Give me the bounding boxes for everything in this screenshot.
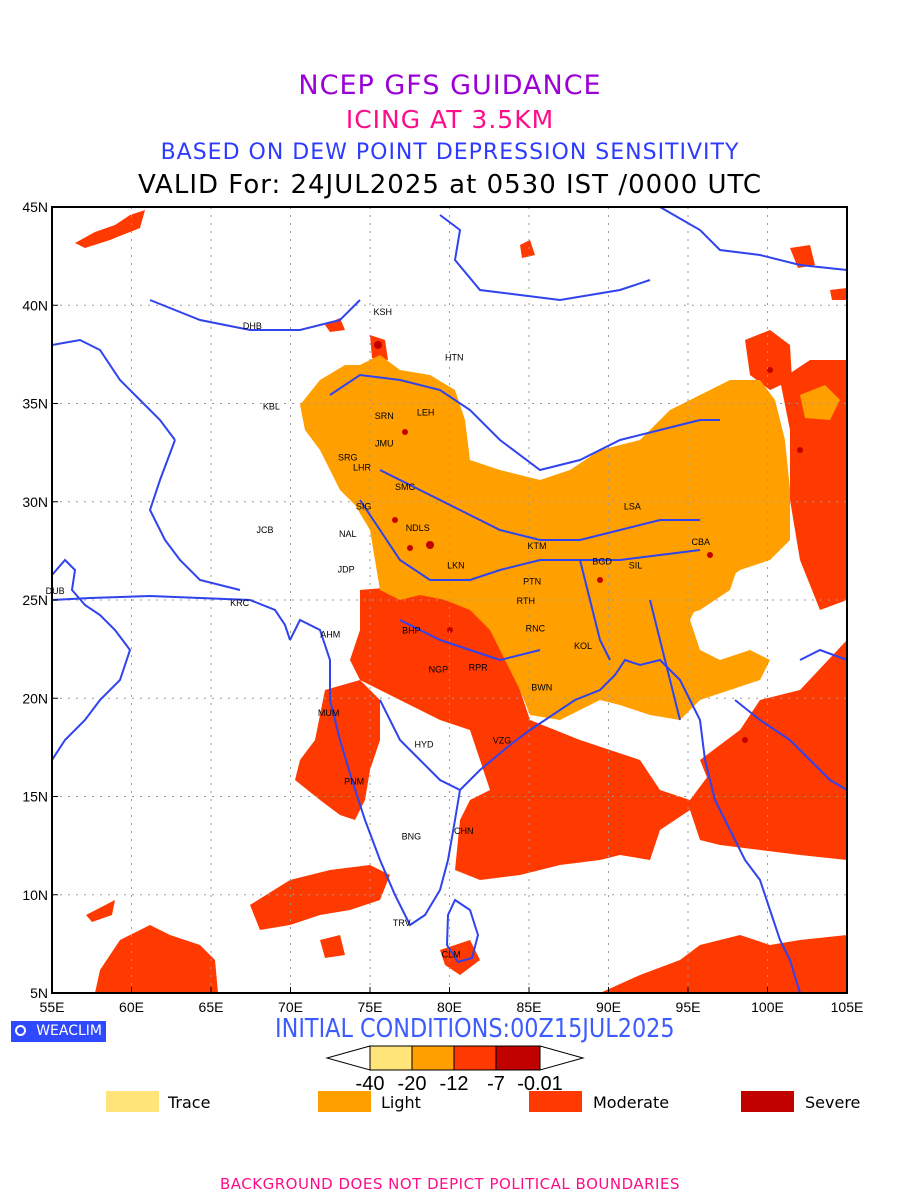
station-label-sig: SIG — [356, 502, 372, 512]
legend-colorbar — [325, 1045, 585, 1071]
legend-swatch-light — [318, 1091, 371, 1112]
colorbar-scale-label: -20 — [398, 1073, 427, 1095]
legend-label-trace: Trace — [168, 1093, 211, 1112]
station-label-bgd: BGD — [592, 557, 612, 567]
station-label-srn: SRN — [375, 411, 394, 421]
colorbar-scale-label: -40 — [356, 1073, 385, 1095]
moderate-icing-areas — [75, 210, 847, 993]
station-label-bng: BNG — [402, 832, 422, 842]
colorbar-scale-label: -0.01 — [517, 1073, 563, 1095]
lat-tick-label: 45N — [22, 199, 48, 215]
station-label-kbl: KBL — [263, 401, 280, 411]
station-label-lkn: LKN — [447, 561, 465, 571]
station-label-leh: LEH — [417, 407, 435, 417]
station-label-dhb: DHB — [243, 321, 262, 331]
lon-tick-label: 95E — [676, 999, 701, 1015]
colorbar-scale-label: -7 — [487, 1073, 505, 1095]
station-label-nal: NAL — [339, 529, 357, 539]
station-label-htn: HTN — [445, 352, 464, 362]
lon-tick-label: 70E — [278, 999, 303, 1015]
station-label-trv: TRV — [393, 918, 411, 928]
colorbar-scale-labels: -40 -20 -12 -7 -0.01 — [356, 1073, 563, 1095]
station-label-jcb: JCB — [257, 525, 274, 535]
title-parameter: ICING AT 3.5KM — [345, 105, 555, 134]
colorbar-scale-label: -12 — [440, 1073, 469, 1095]
legend-swatch-severe — [741, 1091, 794, 1112]
lon-tick-label: 55E — [40, 999, 65, 1015]
station-label-sil: SIL — [629, 561, 643, 571]
colorbar-moderate — [453, 1045, 497, 1071]
icing-field — [75, 210, 847, 993]
station-label-vzg: VZG — [493, 735, 512, 745]
lon-tick-label: 85E — [517, 999, 542, 1015]
station-label-kol: KOL — [574, 641, 592, 651]
station-label-ptn: PTN — [523, 576, 541, 586]
title-method: BASED ON DEW POINT DEPRESSION SENSITIVIT… — [160, 140, 740, 165]
station-label-smc: SMC — [395, 482, 416, 492]
colorbar-severe — [495, 1045, 541, 1071]
station-label-rpr: RPR — [469, 663, 489, 673]
lat-tick-label: 35N — [22, 396, 48, 412]
logo-circle-icon — [15, 1025, 26, 1036]
footer-disclaimer: BACKGROUND DOES NOT DEPICT POLITICAL BOU… — [220, 1175, 680, 1193]
station-label-jmu: JMU — [375, 439, 394, 449]
lat-tick-label: 25N — [22, 592, 48, 608]
lon-tick-label: 100E — [751, 999, 784, 1015]
colorbar-light — [411, 1045, 455, 1071]
station-label-lhr: LHR — [353, 462, 372, 472]
legend-swatch-trace — [106, 1091, 159, 1112]
station-label-chn: CHN — [454, 826, 474, 836]
station-label-rnc: RNC — [526, 623, 546, 633]
light-icing-areas — [300, 355, 840, 720]
legend-swatch-moderate — [529, 1091, 582, 1112]
station-label-bwn: BWN — [531, 682, 552, 692]
station-label-bhp: BHP — [402, 625, 421, 635]
station-label-hyd: HYD — [415, 739, 435, 749]
legend-label-moderate: Moderate — [593, 1093, 670, 1112]
station-label-krc: KRC — [230, 598, 250, 608]
title-model: NCEP GFS GUIDANCE — [298, 70, 602, 101]
lon-tick-label: 75E — [358, 999, 383, 1015]
legend-label-light: Light — [381, 1093, 421, 1112]
lat-tick-label: 20N — [22, 690, 48, 706]
lat-tick-label: 40N — [22, 297, 48, 313]
severe-icing-areas — [374, 341, 803, 743]
brand-text: WEACLIM — [36, 1023, 102, 1039]
lon-tick-label: 65E — [199, 999, 224, 1015]
station-label-ahm: AHM — [320, 629, 340, 639]
lon-tick-label: 90E — [596, 999, 621, 1015]
initial-conditions: INITIAL CONDITIONS:00Z15JUL2025 — [275, 1014, 675, 1044]
coastlines — [52, 207, 847, 993]
station-label-ksh: KSH — [373, 307, 392, 317]
station-label-jdp: JDP — [338, 564, 355, 574]
lon-tick-label: 60E — [119, 999, 144, 1015]
legend-label-severe: Severe — [805, 1093, 861, 1112]
station-label-ndls: NDLS — [406, 523, 430, 533]
colorbar-trace — [369, 1045, 413, 1071]
lat-tick-label: 10N — [22, 887, 48, 903]
station-label-ngp: NGP — [429, 665, 449, 675]
lat-lon-grid — [52, 207, 847, 993]
station-label-srg: SRG — [338, 452, 358, 462]
station-label-rth: RTH — [517, 596, 535, 606]
station-label-dub: DUB — [46, 586, 65, 596]
station-label-clm: CLM — [442, 950, 461, 960]
title-valid-time: VALID For: 24JUL2025 at 0530 IST /0000 U… — [137, 170, 763, 200]
station-label-pnm: PNM — [344, 777, 364, 787]
station-label-mum: MUM — [318, 708, 340, 718]
station-label-cba: CBA — [691, 537, 710, 547]
lat-tick-label: 15N — [22, 789, 48, 805]
lat-tick-label: 30N — [22, 494, 48, 510]
lon-tick-label: 105E — [831, 999, 864, 1015]
lon-tick-label: 80E — [437, 999, 462, 1015]
station-label-lsa: LSA — [624, 502, 641, 512]
station-label-ktm: KTM — [527, 541, 546, 551]
axis-labels: 55E 60E 65E 70E 75E 80E 85E 90E 95E 100E 105E 5N 10N… — [22, 199, 863, 1015]
lat-tick-label: 5N — [30, 985, 48, 1001]
weaclim-logo: WEACLIM — [11, 1021, 106, 1042]
